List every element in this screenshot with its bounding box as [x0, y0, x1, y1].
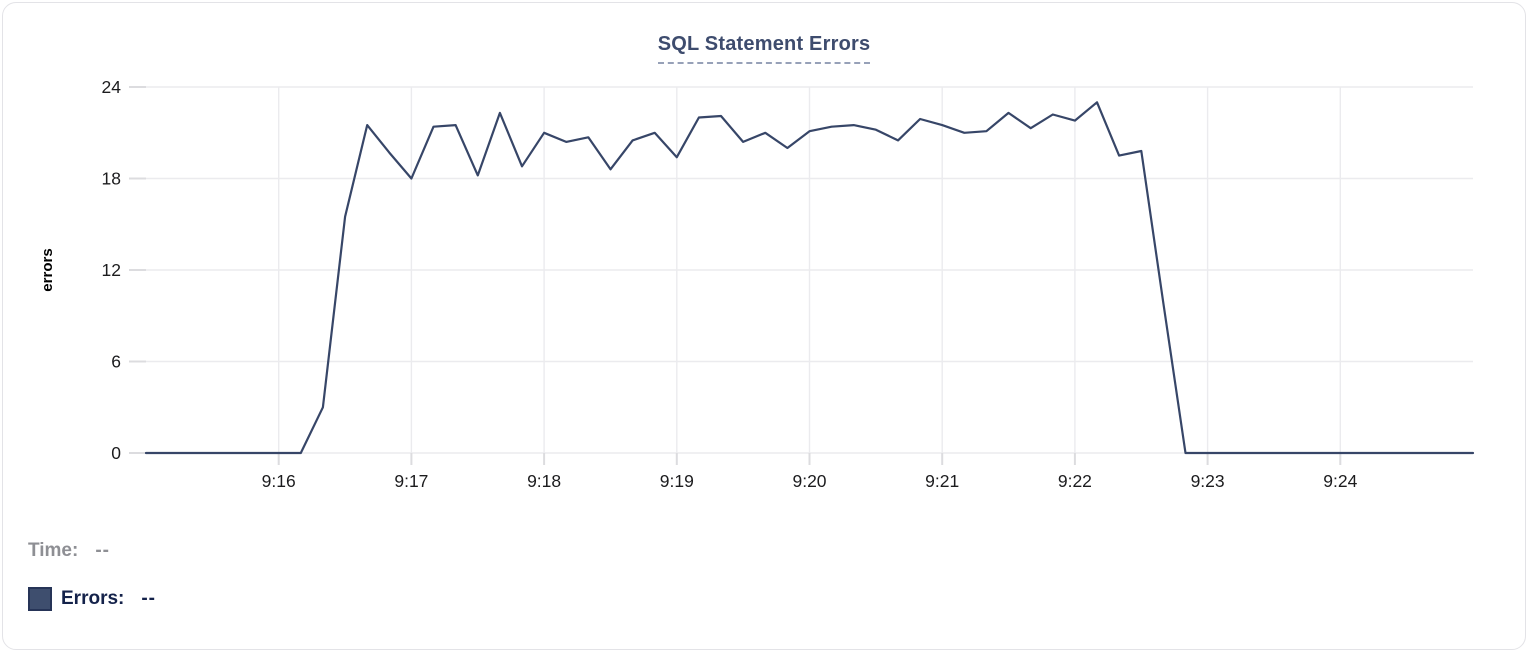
tooltip-legend: Time: -- Errors: --	[28, 539, 156, 611]
x-tick-label: 9:19	[660, 471, 694, 491]
x-tick-label: 9:17	[394, 471, 428, 491]
time-value: --	[95, 540, 110, 561]
errors-line	[144, 101, 1475, 455]
x-tick-label: 9:23	[1191, 471, 1225, 491]
y-tick-label: 18	[102, 169, 121, 189]
x-tick-label: 9:20	[792, 471, 826, 491]
chart-title[interactable]: SQL Statement Errors	[657, 33, 871, 64]
y-tick-label: 6	[111, 352, 121, 372]
chart-title-row: SQL Statement Errors	[3, 33, 1525, 64]
x-tick-label: 9:24	[1323, 471, 1357, 491]
errors-series-swatch	[28, 587, 52, 611]
x-tick-label: 9:22	[1058, 471, 1092, 491]
y-tick-label: 0	[111, 443, 121, 463]
y-axis-title: errors	[39, 248, 56, 291]
y-tick-label: 24	[102, 77, 122, 97]
errors-label: Errors:	[61, 588, 125, 609]
time-label: Time:	[28, 540, 79, 561]
x-tick-label: 9:21	[925, 471, 959, 491]
y-tick-label: 12	[102, 260, 121, 280]
line-chart: 0 6 12 18 24 9:16 9:17 9:18 9:19 9:20 9:21 9:22 9:23…	[39, 77, 1475, 491]
legend-row-time: Time: --	[28, 539, 156, 563]
errors-value: --	[141, 588, 157, 609]
x-tick-label: 9:18	[527, 471, 561, 491]
x-tick-label: 9:16	[262, 471, 296, 491]
plot-area[interactable]	[146, 87, 1473, 453]
legend-row-errors: Errors: --	[28, 587, 156, 611]
